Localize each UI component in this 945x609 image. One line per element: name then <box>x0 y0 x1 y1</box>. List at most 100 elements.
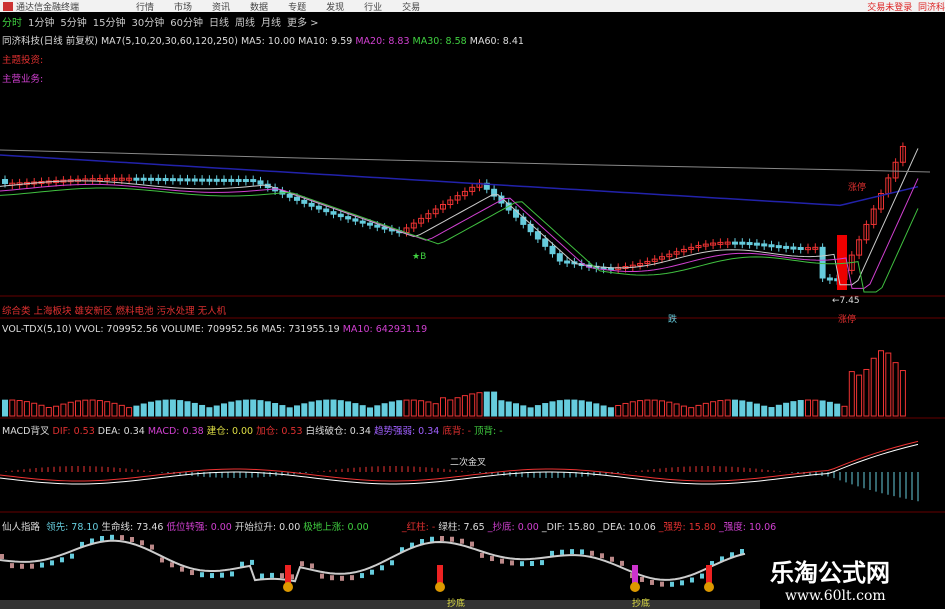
menu-item[interactable]: 数据 <box>250 2 269 13</box>
login-status[interactable]: 交易未登录 <box>867 2 913 13</box>
volume-bar <box>60 403 67 417</box>
volume-bar <box>388 401 395 417</box>
dea-line <box>0 443 919 485</box>
tab-period[interactable]: 15分钟 <box>92 18 126 29</box>
menu-item[interactable]: 行业 <box>364 2 383 13</box>
bottom-signal <box>630 582 640 592</box>
volume-bar <box>199 404 206 417</box>
candle-body <box>126 177 133 181</box>
macd-bottom-div: 底背: - <box>442 426 471 437</box>
volume-bar <box>783 402 790 417</box>
volume-bar <box>848 371 855 417</box>
volume-bar <box>367 407 373 417</box>
macd-add: 加仓: 0.53 <box>256 426 303 437</box>
volume-bar <box>491 391 498 417</box>
menu-item[interactable]: 交易 <box>402 2 421 13</box>
volume-bar <box>301 403 308 417</box>
volume-bar <box>425 401 432 417</box>
volume-bar <box>593 403 600 417</box>
volume-bar <box>775 404 782 417</box>
volume-bar <box>892 362 899 417</box>
menu-item[interactable]: 资讯 <box>212 2 231 13</box>
xianren-bar <box>700 573 704 579</box>
app-title: 通达信金融终端 <box>16 2 80 13</box>
xianren-bar <box>120 535 124 541</box>
limit-up-bottom-label: 涨停 <box>838 315 857 325</box>
candle-body <box>206 178 213 182</box>
menu-item[interactable]: 行情 <box>136 2 155 13</box>
volume-bar <box>885 352 892 417</box>
tab-period[interactable]: 日线 <box>208 18 229 29</box>
volume-bar <box>75 400 81 417</box>
xianren-bar <box>170 562 174 568</box>
candle-body <box>615 266 622 270</box>
menu-item[interactable]: 发现 <box>326 2 345 13</box>
signal-bar <box>706 565 712 583</box>
volume-bar <box>250 399 257 417</box>
volume-bar <box>206 407 213 417</box>
stock-tab[interactable]: 同济科 <box>917 2 945 13</box>
candle-body <box>710 242 717 246</box>
tab-period[interactable]: 5分钟 <box>60 18 87 29</box>
volume-bar <box>856 374 863 417</box>
candle-body <box>447 199 454 205</box>
volume-bar <box>659 400 665 417</box>
xianren-bar <box>560 549 564 555</box>
volume-bar <box>761 405 768 417</box>
candle-body <box>805 247 811 251</box>
xianren-low-strong: 低位转强: 0.00 <box>166 522 232 533</box>
xianren-bar <box>480 552 484 558</box>
volume-bar <box>797 400 804 417</box>
candle-body <box>359 220 366 224</box>
xianren-bar <box>350 575 354 581</box>
candle-body <box>104 177 111 181</box>
watermark-title: 乐淘公式网 <box>770 558 890 587</box>
bottom-signal <box>704 582 714 592</box>
tab-period[interactable]: 分时 <box>2 18 22 29</box>
volume-bar <box>345 401 352 417</box>
xianren-bar <box>10 563 14 569</box>
volume-bar <box>739 400 746 417</box>
volume-bar <box>461 395 468 417</box>
candle-body <box>491 188 498 197</box>
volume-bar <box>870 357 877 417</box>
candle-body <box>294 196 300 201</box>
volume-bar <box>586 401 592 417</box>
candle-body <box>826 277 833 281</box>
xianren-start: 开始拉升: 0.00 <box>234 522 301 533</box>
xianren-extreme: 极地上涨: 0.00 <box>303 522 369 533</box>
bottom-strip <box>0 600 760 609</box>
candle-body <box>549 245 556 255</box>
tab-period[interactable]: 周线 <box>234 18 255 29</box>
volume-bar <box>308 401 315 417</box>
menu-item[interactable]: 市场 <box>174 2 193 13</box>
candle-body <box>688 246 695 250</box>
candle-body <box>637 262 644 266</box>
volume-bar <box>9 399 16 417</box>
candle-body <box>783 245 790 249</box>
candle-body <box>863 223 870 241</box>
volume-bar <box>834 403 841 417</box>
xianren-bar <box>300 561 304 567</box>
tab-period[interactable]: 60分钟 <box>170 18 203 29</box>
tab-period[interactable]: 更多 > <box>286 18 319 29</box>
vol-ma10: MA10: 642931.19 <box>342 324 428 335</box>
candle-body <box>892 161 899 179</box>
menu-item[interactable]: 专题 <box>288 2 307 13</box>
xianren-bar <box>30 563 34 569</box>
vvol-value: VVOL: 709952.56 <box>74 324 158 335</box>
volume-bar <box>162 399 169 417</box>
volume-bar <box>148 401 154 417</box>
tab-period[interactable]: 月线 <box>260 18 281 29</box>
candle-body <box>2 179 8 184</box>
volume-bar <box>805 399 811 417</box>
xianren-name: 仙人指路 <box>2 522 41 533</box>
xianren-bar <box>320 573 324 579</box>
tab-period[interactable]: 1分钟 <box>28 18 55 29</box>
tab-period[interactable]: 30分钟 <box>131 18 165 29</box>
volume-bar <box>264 401 271 417</box>
xianren-bar <box>550 550 554 556</box>
xianren-bar <box>260 573 264 579</box>
volume-bar <box>257 400 264 417</box>
